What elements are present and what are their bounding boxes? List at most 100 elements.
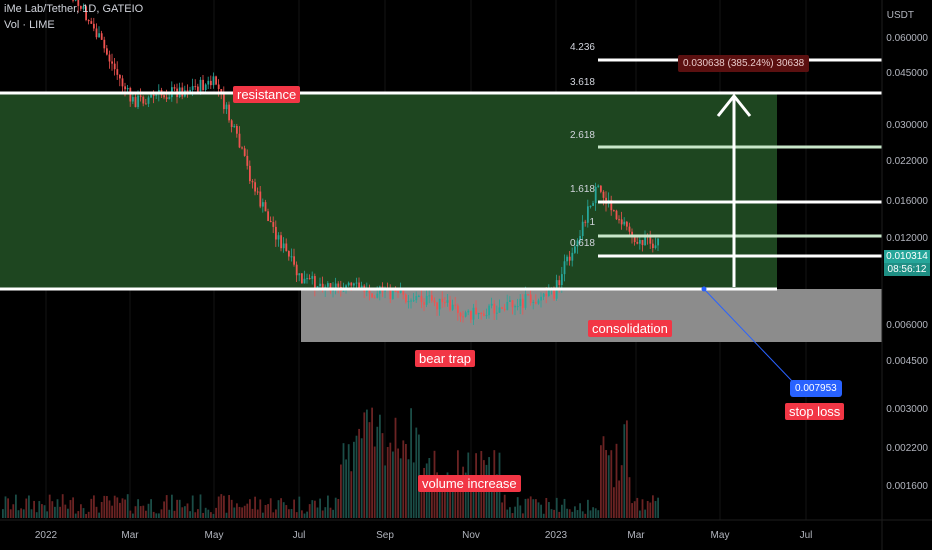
candle-body	[243, 148, 246, 156]
volume-bar	[384, 465, 386, 518]
volume-bar	[446, 472, 449, 518]
volume-bar	[254, 496, 256, 518]
volume-bar	[441, 484, 444, 518]
volume-bar	[568, 509, 571, 518]
candle-body	[204, 84, 207, 90]
candle-body	[298, 273, 301, 276]
volume-bar	[579, 503, 581, 518]
volume-bar	[264, 504, 267, 518]
volume-indicator-label[interactable]: Vol · LIME	[4, 19, 55, 31]
volume-bar	[618, 480, 620, 518]
candle-body	[90, 21, 93, 24]
x-tick: May	[204, 530, 224, 541]
candle-body	[119, 74, 121, 79]
volume-bar	[342, 443, 345, 518]
volume-bar	[459, 483, 462, 518]
candle-body	[649, 236, 652, 244]
volume-bar	[314, 500, 316, 518]
volume-bar	[259, 499, 262, 518]
candle-body	[480, 312, 483, 314]
volume-bar	[550, 509, 553, 518]
candle-body	[490, 303, 493, 306]
candle-body	[574, 246, 576, 253]
volume-bar	[246, 503, 249, 518]
candle-body	[410, 300, 412, 302]
volume-bar	[288, 509, 290, 518]
candle-body	[623, 221, 626, 225]
volume-bar	[548, 502, 550, 518]
x-tick: Mar	[121, 530, 139, 541]
volume-bar	[46, 511, 48, 518]
volume-bar	[431, 483, 433, 518]
volume-bar	[324, 507, 327, 518]
candle-body	[262, 202, 264, 207]
candle-body	[566, 256, 568, 262]
volume-bar	[321, 510, 324, 518]
candle-body	[449, 300, 451, 310]
volume-bar	[126, 494, 129, 518]
candle-body	[139, 95, 142, 97]
candle-body	[594, 186, 597, 204]
candle-body	[306, 278, 308, 280]
candle-body	[597, 185, 600, 187]
candle-body	[321, 283, 324, 291]
volume-bar	[77, 511, 80, 518]
candle-body	[233, 125, 236, 127]
candle-body	[207, 80, 210, 85]
candle-body	[288, 250, 290, 257]
candle-body	[613, 210, 615, 212]
candle-body	[329, 283, 332, 292]
candle-body	[173, 87, 176, 89]
candle-body	[394, 290, 397, 292]
volume-bar	[181, 507, 184, 518]
candles	[72, 0, 659, 325]
volume-bar	[373, 446, 376, 518]
stop-loss-line	[703, 288, 793, 382]
volume-bar	[610, 450, 613, 518]
resistance-label: resistance	[233, 86, 301, 103]
candle-body	[202, 79, 204, 90]
volume-bar	[316, 507, 319, 518]
candle-body	[290, 256, 293, 258]
volume-bar	[337, 498, 340, 518]
volume-bar	[103, 495, 106, 518]
volume-bar	[381, 433, 384, 518]
volume-bar	[628, 477, 631, 518]
volume-bar	[646, 500, 649, 518]
volume-bar	[303, 513, 306, 518]
volume-bar	[121, 498, 124, 518]
volume-bar	[160, 509, 163, 518]
candle-body	[319, 283, 321, 287]
volume-bar	[477, 485, 480, 518]
candle-body	[238, 133, 241, 148]
symbol-title[interactable]: iMe Lab/Tether, 1D, GATEIO	[4, 3, 144, 15]
volume-bar	[7, 498, 9, 518]
volume-bar	[355, 435, 358, 518]
volume-bar	[202, 512, 204, 518]
candle-body	[371, 293, 373, 298]
candle-body	[327, 283, 329, 287]
volume-bar	[155, 513, 158, 518]
volume-bar	[490, 488, 493, 518]
stop-loss-value[interactable]: 0.007953	[790, 380, 842, 397]
volume-bar	[506, 509, 509, 518]
volume-bar	[74, 513, 77, 518]
stop-loss-anchor[interactable]	[701, 286, 707, 292]
y-tick: 0.030000	[886, 120, 928, 131]
volume-bar	[602, 436, 605, 518]
volume-bar	[108, 500, 111, 518]
volume-bar	[165, 495, 168, 518]
volume-bar	[116, 497, 119, 518]
candle-body	[246, 155, 249, 166]
volume-bar	[501, 502, 503, 518]
volume-bar	[176, 499, 178, 518]
candle-body	[251, 181, 254, 183]
volume-bar	[394, 417, 397, 518]
candle-body	[592, 203, 594, 206]
candle-body	[334, 283, 337, 290]
candle-body	[579, 236, 581, 241]
volume-bar	[61, 494, 64, 518]
volume-bar	[472, 481, 475, 518]
volume-bar	[496, 474, 498, 518]
